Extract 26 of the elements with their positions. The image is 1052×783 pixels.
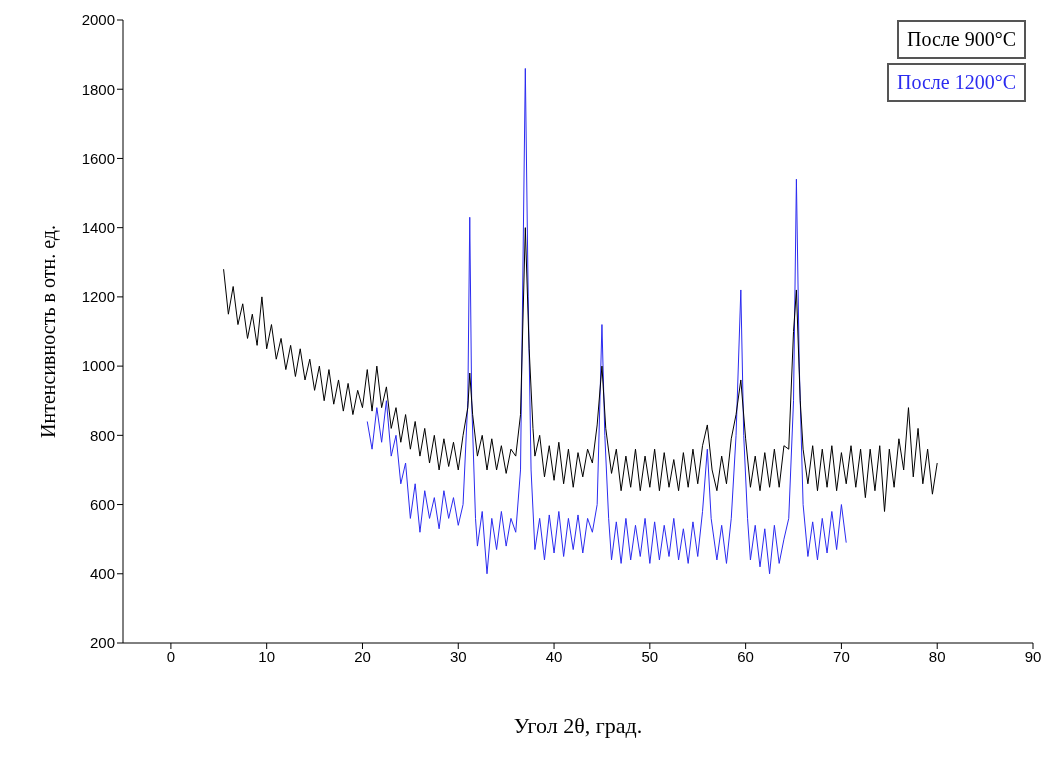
y-tick-label: 1600 — [81, 149, 115, 167]
text: После 900°C — [896, 20, 1026, 59]
y-tick-label: 800 — [89, 426, 115, 444]
y-tick-label: 2000 — [81, 11, 115, 29]
y-tick-label: 1800 — [81, 80, 115, 98]
y-tick-label: 1200 — [81, 288, 115, 306]
y-tick-label: 200 — [89, 634, 115, 652]
x-tick-label: 30 — [449, 647, 467, 665]
x-tick-label: 80 — [928, 647, 946, 665]
x-tick-label: 50 — [641, 647, 659, 665]
text: После 1200°C — [886, 63, 1026, 102]
x-axis-title: Угол 2θ, град. — [513, 713, 643, 738]
y-tick-label: 600 — [89, 495, 115, 513]
x-tick-label: 70 — [833, 647, 850, 665]
y-tick-label: 400 — [89, 565, 115, 583]
line-series — [366, 67, 847, 575]
x-tick-label: 10 — [258, 647, 276, 665]
y-tick-label: 1000 — [81, 357, 115, 375]
line-series — [223, 227, 938, 512]
y-axis-title: Интенсивность в отн. ед. — [37, 225, 61, 438]
x-tick-label: 20 — [354, 647, 371, 665]
x-tick-label: 90 — [1024, 647, 1042, 665]
x-tick-label: 60 — [737, 647, 754, 665]
x-tick-label: 40 — [545, 647, 563, 665]
y-tick-label: 1400 — [81, 218, 115, 236]
x-tick-label: 0 — [166, 647, 176, 665]
